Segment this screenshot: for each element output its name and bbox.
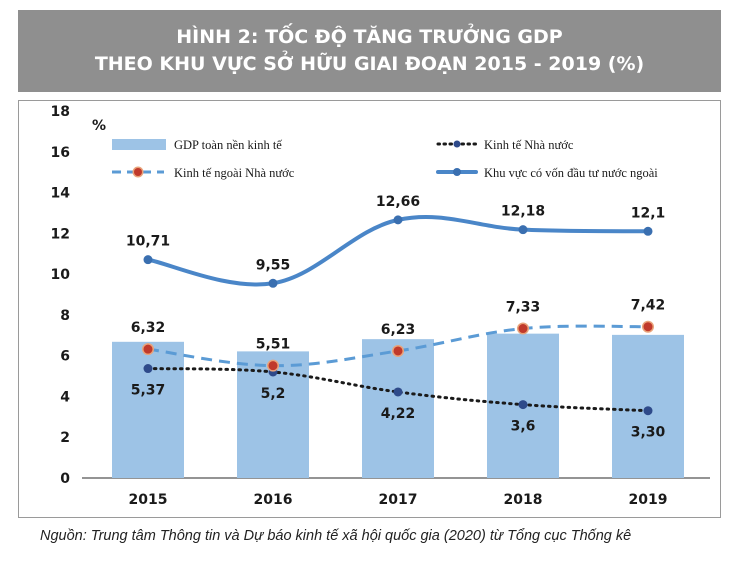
x-tick-label: 2017 — [379, 492, 418, 508]
state-sector-marker — [518, 400, 528, 410]
y-tick-label: 0 — [60, 471, 70, 487]
y-tick-label: 12 — [51, 226, 70, 242]
state-sector-data-label: 3,6 — [511, 419, 536, 435]
fdi-sector-marker — [268, 278, 278, 288]
x-tick-label: 2016 — [254, 492, 293, 508]
chart-title-banner: HÌNH 2: TỐC ĐỘ TĂNG TRƯỞNG GDP THEO KHU … — [18, 10, 721, 92]
fdi-sector-data-label: 12,1 — [631, 205, 666, 221]
state-sector-marker — [143, 364, 153, 374]
y-tick-label: 14 — [51, 186, 71, 202]
non-state-sector-data-label: 5,51 — [256, 337, 291, 353]
fdi-sector-data-label: 12,66 — [376, 194, 420, 210]
y-tick-label: 10 — [51, 267, 71, 283]
legend-label-fdi: Khu vực có vốn đầu tư nước ngoài — [484, 166, 658, 180]
y-tick-label: 6 — [60, 349, 70, 365]
non-state-sector-data-label: 6,32 — [131, 320, 166, 336]
fdi-sector-marker — [143, 255, 153, 265]
y-tick-label: 8 — [60, 308, 70, 324]
fdi-sector-marker — [393, 215, 403, 225]
state-sector-data-label: 5,2 — [261, 386, 286, 402]
chart-frame — [18, 100, 721, 518]
non-state-sector-data-label: 7,33 — [506, 300, 541, 316]
x-tick-label: 2015 — [129, 492, 168, 508]
fdi-sector-data-label: 12,18 — [501, 204, 545, 220]
y-tick-label: 18 — [51, 104, 70, 120]
state-sector-marker — [643, 406, 653, 416]
y-tick-label: 16 — [51, 145, 70, 161]
chart-title-line-1: HÌNH 2: TỐC ĐỘ TĂNG TRƯỞNG GDP — [176, 26, 563, 48]
state-sector-data-label: 3,30 — [631, 425, 666, 441]
fdi-sector-marker — [643, 226, 653, 236]
fdi-sector-data-label: 9,55 — [256, 257, 291, 273]
legend-marker-non-state — [134, 168, 142, 176]
chart-title-line-2: THEO KHU VỰC SỞ HỮU GIAI ĐOẠN 2015 - 201… — [94, 53, 645, 75]
y-tick-label: 2 — [60, 430, 70, 446]
y-tick-label: 4 — [60, 389, 70, 405]
legend-label-non-state: Kinh tế ngoài Nhà nước — [174, 166, 295, 180]
x-tick-label: 2019 — [629, 492, 668, 508]
non-state-sector-marker — [518, 324, 528, 334]
non-state-sector-marker — [268, 361, 278, 371]
legend-label-state: Kinh tế Nhà nước — [484, 138, 574, 152]
state-sector-marker — [393, 387, 403, 397]
legend-marker-state — [453, 140, 461, 148]
y-axis-unit: % — [92, 118, 106, 134]
legend-swatch-gdp — [112, 139, 166, 150]
fdi-sector-marker — [518, 225, 528, 235]
source-note: Nguồn: Trung tâm Thông tin và Dự báo kin… — [40, 528, 632, 544]
state-sector-data-label: 4,22 — [381, 406, 416, 422]
gdp-bar — [112, 341, 184, 478]
fdi-sector-line — [146, 215, 650, 287]
non-state-sector-marker — [393, 346, 403, 356]
legend-label-gdp: GDP toàn nền kinh tế — [174, 138, 282, 152]
gdp-bar — [362, 339, 434, 478]
state-sector-data-label: 5,37 — [131, 383, 166, 399]
non-state-sector-marker — [143, 344, 153, 354]
fdi-sector-data-label: 10,71 — [126, 234, 170, 250]
x-tick-label: 2018 — [504, 492, 543, 508]
legend-marker-fdi — [453, 168, 461, 176]
non-state-sector-data-label: 7,42 — [631, 298, 666, 314]
non-state-sector-marker — [643, 322, 653, 332]
non-state-sector-data-label: 6,23 — [381, 322, 416, 338]
